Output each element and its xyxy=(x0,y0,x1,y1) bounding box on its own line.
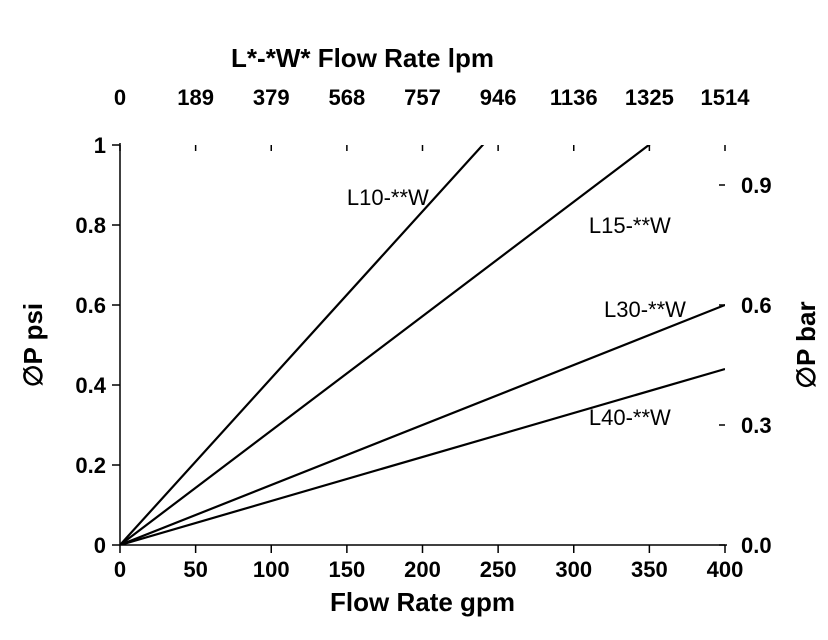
y2-tick-label: 0.9 xyxy=(741,173,772,198)
x2-tick-label: 568 xyxy=(329,85,366,110)
x2-tick-label: 379 xyxy=(253,85,290,110)
series-label: L30-**W xyxy=(604,297,686,322)
x-tick-label: 400 xyxy=(707,557,744,582)
series-line xyxy=(120,0,725,545)
y-tick-label: 0.2 xyxy=(75,453,106,478)
y2-tick-label: 0.6 xyxy=(741,293,772,318)
x-tick-label: 100 xyxy=(253,557,290,582)
series-label: L40-**W xyxy=(589,405,671,430)
y-tick-label: 0 xyxy=(94,533,106,558)
y-axis-label: ∅P psi xyxy=(18,303,48,387)
series-line xyxy=(120,369,725,545)
x-axis-label: Flow Rate gpm xyxy=(330,587,515,617)
y-tick-label: 0.6 xyxy=(75,293,106,318)
series-label: L10-**W xyxy=(347,185,429,210)
x-tick-label: 50 xyxy=(183,557,207,582)
x2-tick-label: 1325 xyxy=(625,85,674,110)
y2-tick-label: 0.0 xyxy=(741,533,772,558)
x2-tick-label: 946 xyxy=(480,85,517,110)
x2-tick-label: 1514 xyxy=(701,85,751,110)
y-tick-label: 0.8 xyxy=(75,213,106,238)
x2-tick-label: 757 xyxy=(404,85,441,110)
x-tick-label: 150 xyxy=(329,557,366,582)
x2-tick-label: 0 xyxy=(114,85,126,110)
x-tick-label: 0 xyxy=(114,557,126,582)
y2-axis-label: ∅P bar xyxy=(791,301,821,388)
x2-tick-label: 189 xyxy=(177,85,214,110)
x-tick-label: 300 xyxy=(555,557,592,582)
y-tick-label: 0.4 xyxy=(75,373,106,398)
y-tick-label: 1 xyxy=(94,133,106,158)
x2-tick-label: 1136 xyxy=(550,85,598,110)
y2-tick-label: 0.3 xyxy=(741,413,772,438)
x-tick-label: 200 xyxy=(404,557,441,582)
x-tick-label: 350 xyxy=(631,557,668,582)
series-label: L15-**W xyxy=(589,213,671,238)
x2-axis-label: L*-*W* Flow Rate lpm xyxy=(231,43,494,73)
x-tick-label: 250 xyxy=(480,557,517,582)
